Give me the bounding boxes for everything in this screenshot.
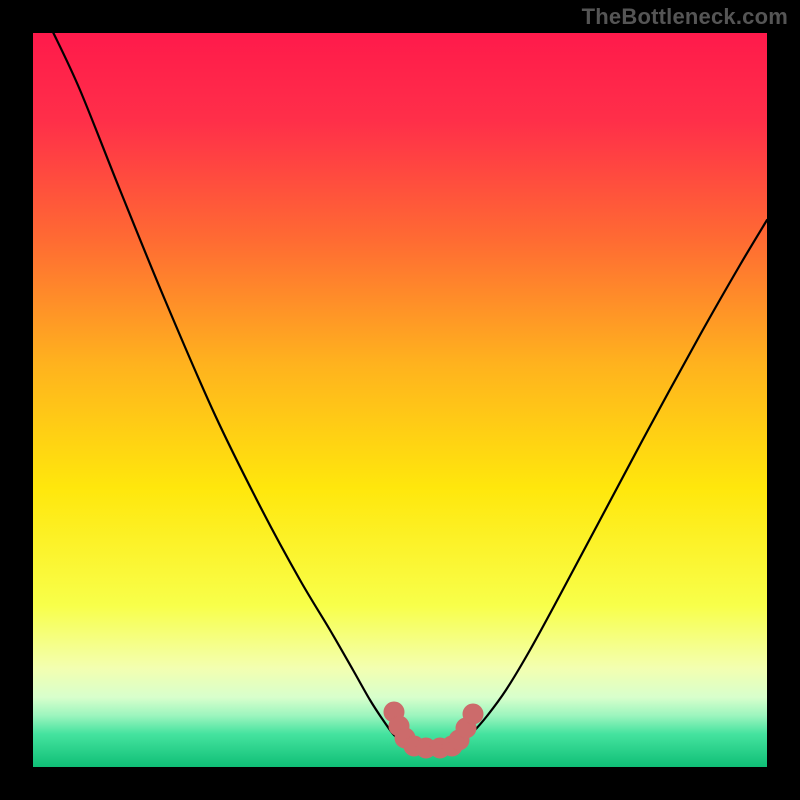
- chart-container: { "watermark": { "text": "TheBottleneck.…: [0, 0, 800, 800]
- bottleneck-chart: [0, 0, 800, 800]
- marker-point: [463, 704, 483, 724]
- watermark-text: TheBottleneck.com: [582, 4, 788, 30]
- plot-background: [33, 33, 767, 767]
